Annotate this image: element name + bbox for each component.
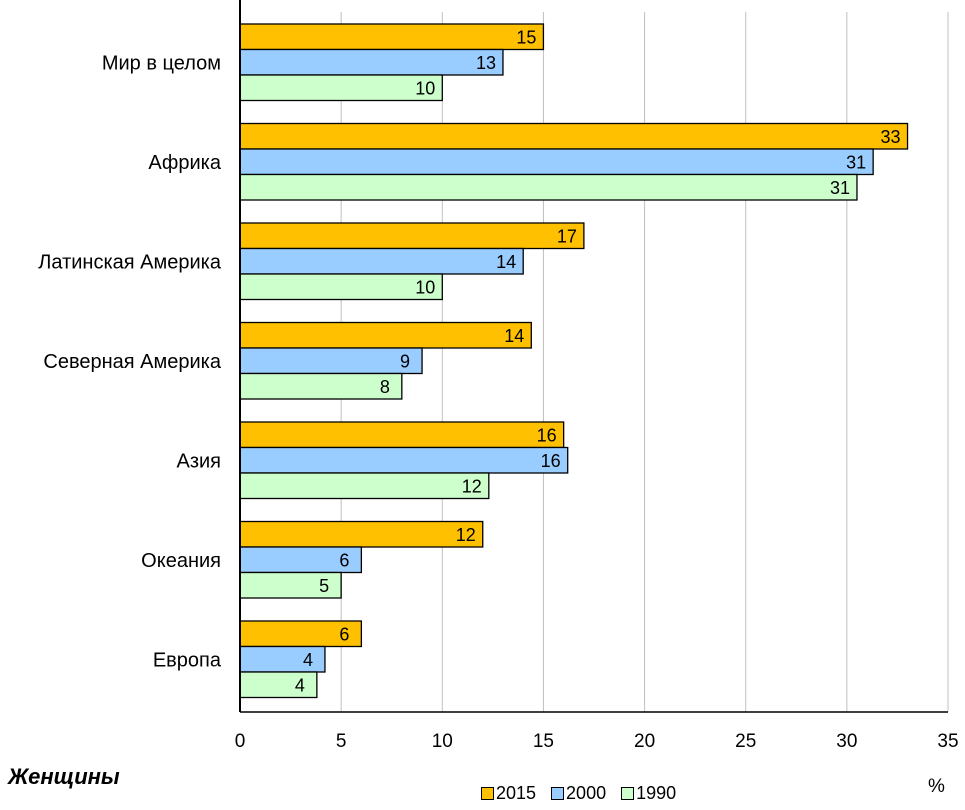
x-tick-label: 10 [432, 731, 453, 752]
category-label: Азия [176, 451, 221, 473]
bar-1990-латинская-америка [239, 273, 443, 301]
bar-2015-океания [239, 520, 484, 548]
category-label: Латинская Америка [38, 252, 222, 274]
bar-1990-северная-америка [239, 372, 403, 400]
bar-1990-африка [239, 173, 858, 201]
category-label: Африка [148, 152, 222, 174]
legend-item-2015: 2015 [481, 783, 536, 804]
category-label: Европа [153, 650, 222, 672]
data-label-2015-латинская-америка: 17 [557, 226, 577, 246]
category-label: Северная Америка [43, 351, 221, 373]
data-label-2015-африка: 33 [881, 127, 901, 147]
bar-1990-мир-в-целом [239, 74, 443, 102]
bar-2015-европа [239, 620, 363, 648]
legend-item-1990: 1990 [621, 783, 676, 804]
data-label-2015-азия: 16 [537, 425, 557, 445]
data-label-2000-европа: 4 [303, 650, 313, 670]
data-label-2015-мир-в-целом: 15 [516, 27, 536, 47]
bar-1990-азия [239, 472, 490, 500]
bar-2000-африка [239, 148, 874, 176]
chart-caption: Женщины [8, 764, 120, 789]
data-label-1990-северная-америка: 8 [380, 377, 390, 397]
bar-2015-африка [239, 122, 909, 150]
bar-2000-северная-америка [239, 347, 423, 375]
bar-2000-азия [239, 446, 569, 474]
bar-2015-азия [239, 421, 565, 449]
legend-label-1990: 1990 [636, 783, 677, 803]
data-label-2015-океания: 12 [456, 525, 476, 545]
data-label-2000-мир-в-целом: 13 [476, 53, 496, 73]
data-label-1990-латинская-америка: 10 [415, 277, 435, 297]
legend-swatch-2000 [551, 787, 565, 800]
bar-2015-латинская-америка [239, 222, 585, 250]
x-tick-label: 20 [634, 731, 655, 752]
bar-2000-мир-в-целом [239, 48, 504, 76]
data-label-2000-азия: 16 [541, 451, 561, 471]
data-label-1990-мир-в-целом: 10 [415, 78, 435, 98]
data-label-2000-латинская-америка: 14 [496, 252, 516, 272]
x-tick-label: 25 [735, 731, 756, 752]
category-label: Мир в целом [102, 53, 221, 75]
x-tick-label: 35 [937, 731, 958, 752]
bar-1990-океания [239, 571, 342, 599]
legend-item-2000: 2000 [551, 783, 606, 804]
data-label-1990-океания: 5 [319, 576, 329, 596]
x-axis-unit-label: % [928, 776, 945, 797]
data-label-2000-африка: 31 [846, 152, 866, 172]
data-label-2000-северная-америка: 9 [400, 351, 410, 371]
data-label-2000-океания: 6 [339, 550, 349, 570]
legend-swatch-2015 [481, 787, 494, 800]
data-label-1990-азия: 12 [462, 476, 482, 496]
x-tick-label: 15 [533, 731, 554, 752]
data-label-1990-африка: 31 [830, 178, 850, 198]
bar-2015-мир-в-целом [239, 23, 545, 51]
legend-label-2000: 2000 [566, 783, 607, 803]
data-label-2015-европа: 6 [339, 624, 349, 644]
category-label: Океания [141, 550, 221, 572]
legend-swatch-1990 [621, 787, 635, 800]
legend-label-2015: 2015 [496, 783, 537, 803]
x-tick-label: 5 [336, 731, 347, 752]
x-tick-label: 30 [836, 731, 857, 752]
bar-1990-европа [239, 671, 318, 699]
data-label-1990-европа: 4 [295, 675, 305, 695]
legend: 2015 2000 1990 [481, 783, 691, 804]
data-label-2015-северная-америка: 14 [504, 326, 524, 346]
x-tick-label: 0 [235, 731, 246, 752]
bar-2015-северная-америка [239, 321, 532, 349]
bar-2000-латинская-америка [239, 247, 524, 275]
